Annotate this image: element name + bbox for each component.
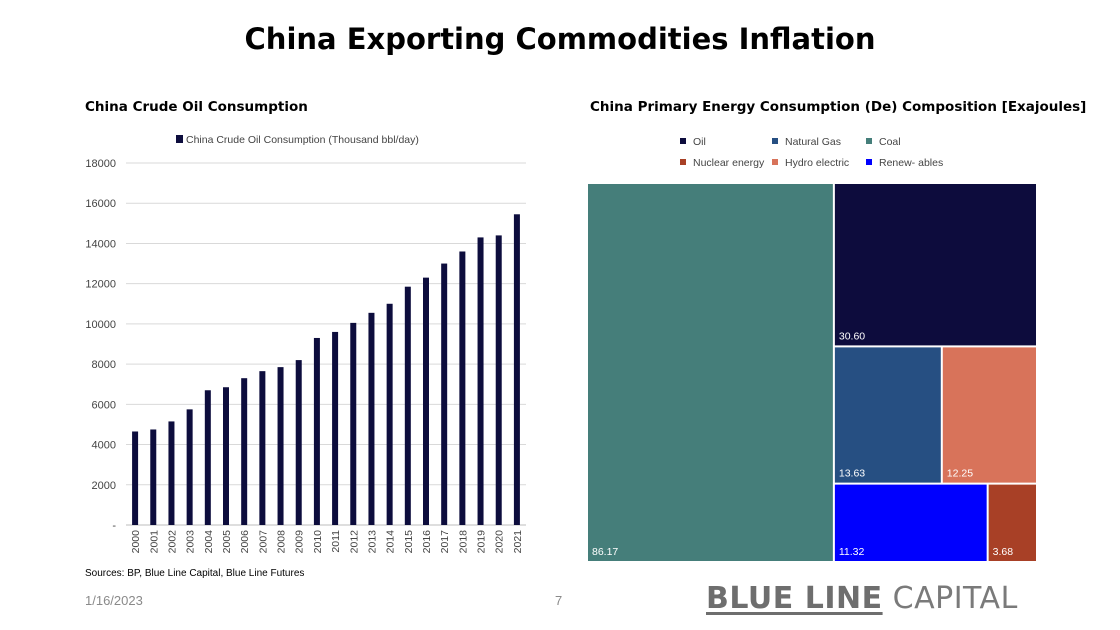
treemap-tile-natural-gas [834, 347, 941, 483]
y-tick-label: 4000 [92, 440, 116, 452]
bar-2009 [295, 360, 302, 525]
x-tick-label: 2006 [239, 530, 251, 554]
treemap-tile-renew-ables [834, 484, 987, 561]
brand-light: CAPITAL [892, 581, 1018, 616]
x-tick-label: 2016 [421, 530, 433, 554]
x-tick-label: 2009 [294, 530, 306, 554]
bar-2006 [241, 378, 248, 525]
x-tick-label: 2019 [476, 530, 488, 554]
y-tick-label: 16000 [85, 198, 116, 210]
x-tick-label: 2005 [221, 530, 233, 554]
x-tick-label: 2013 [366, 530, 378, 554]
treemap-tile-hydro-electric [942, 347, 1036, 483]
bar-2018 [459, 251, 466, 525]
x-tick-label: 2020 [494, 530, 506, 554]
legend-label: Natural Gas [785, 136, 841, 148]
y-tick-label: 18000 [85, 158, 116, 170]
legend-swatch-nuclear-energy [680, 159, 686, 165]
x-tick-label: 2002 [166, 530, 178, 554]
bar-2014 [386, 303, 393, 525]
treemap-value-natural-gas: 13.63 [839, 468, 865, 480]
energy-treemap-chart: Oil Natural Gas Coal Nuclear energy Hydro el… [588, 136, 1036, 561]
x-tick-label: 2010 [312, 530, 324, 554]
bar-2002 [168, 421, 175, 525]
x-tick-label: 2000 [130, 530, 142, 554]
treemap-value-renew-ables: 11.32 [839, 546, 865, 558]
legend-label: Oil [693, 136, 706, 148]
x-tick-label: 2014 [385, 530, 397, 554]
legend-swatch-hydro-electric [772, 159, 778, 165]
treemap-value-nuclear-energy: 3.68 [993, 546, 1014, 558]
legend-label: Hydro electric [785, 157, 849, 169]
legend-swatch [176, 135, 183, 143]
legend-swatch-natural-gas [772, 138, 778, 144]
x-tick-label: 2007 [257, 530, 269, 554]
y-tick-label: 10000 [85, 319, 116, 331]
x-tick-label: 2015 [403, 530, 415, 554]
x-tick-label: 2008 [276, 530, 288, 554]
bar-2021 [513, 214, 520, 525]
bar-2004 [204, 390, 211, 525]
bar-2007 [259, 371, 266, 525]
energy-chart-title: China Primary Energy Consumption (De) Co… [590, 99, 1087, 115]
bar-2001 [150, 429, 157, 525]
legend-swatch-renew-ables [866, 159, 872, 165]
legend-label: Nuclear energy [693, 157, 765, 169]
y-tick-label: - [112, 520, 116, 532]
legend-label: Coal [879, 136, 901, 148]
x-tick-label: 2021 [512, 530, 524, 554]
y-tick-label: 12000 [85, 279, 116, 291]
treemap-value-hydro-electric: 12.25 [947, 468, 973, 480]
x-tick-label: 2004 [203, 530, 215, 554]
oil-consumption-bar-chart: China Crude Oil Consumption (Thousand bb… [85, 134, 526, 554]
bar-2017 [441, 263, 448, 525]
y-tick-label: 6000 [92, 399, 116, 411]
treemap-tile-oil [834, 184, 1036, 346]
brand-logo: BLUE LINE CAPITAL [706, 581, 1018, 616]
treemap-value-coal: 86.17 [592, 546, 618, 558]
x-tick-label: 2018 [457, 530, 469, 554]
treemap-tile-nuclear-energy [988, 484, 1036, 561]
page-number: 7 [555, 593, 563, 608]
x-tick-label: 2001 [148, 530, 160, 554]
y-tick-label: 8000 [92, 359, 116, 371]
legend-swatch-oil [680, 138, 686, 144]
sources-note: Sources: BP, Blue Line Capital, Blue Lin… [85, 568, 305, 579]
y-tick-label: 14000 [85, 238, 116, 250]
x-tick-label: 2017 [439, 530, 451, 554]
legend-label: Renew- ables [879, 157, 943, 169]
bar-2003 [186, 409, 193, 525]
legend-swatch-coal [866, 138, 872, 144]
bar-2012 [350, 322, 357, 525]
bar-2013 [368, 312, 375, 525]
treemap-tile-coal [588, 184, 833, 561]
legend-label: China Crude Oil Consumption (Thousand bb… [186, 134, 419, 146]
x-tick-label: 2012 [348, 530, 360, 554]
brand-bold: BLUE LINE [706, 581, 883, 616]
x-tick-label: 2003 [185, 530, 197, 554]
bar-2005 [223, 387, 229, 525]
bar-2010 [313, 337, 320, 525]
bar-2016 [423, 277, 429, 525]
oil-chart-title: China Crude Oil Consumption [85, 99, 308, 115]
treemap-value-oil: 30.60 [839, 330, 865, 342]
bar-2008 [277, 367, 284, 525]
bar-2011 [332, 331, 339, 525]
bar-2000 [132, 431, 139, 525]
bar-2015 [404, 286, 411, 525]
x-tick-label: 2011 [330, 530, 342, 553]
bar-2019 [477, 237, 484, 525]
y-tick-label: 2000 [92, 480, 116, 492]
bar-2020 [495, 235, 502, 525]
slide-date: 1/16/2023 [85, 593, 143, 608]
slide-title: China Exporting Commodities Inflation [244, 22, 876, 56]
